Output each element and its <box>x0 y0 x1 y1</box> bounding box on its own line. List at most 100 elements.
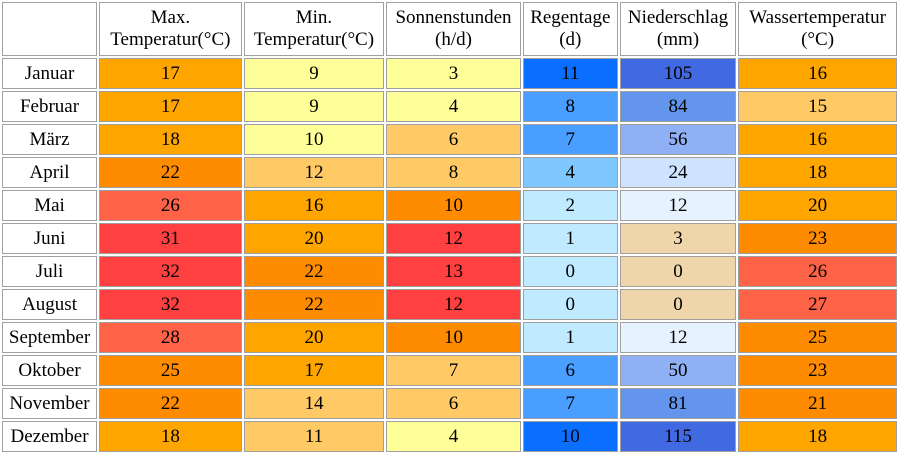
month-label: März <box>2 124 98 155</box>
month-label: Januar <box>2 58 98 89</box>
cell-tmin: 14 <box>243 388 385 419</box>
cell-tmax: 26 <box>99 190 242 221</box>
cell-sun: 7 <box>386 355 521 386</box>
cell-tmax: 18 <box>99 421 242 452</box>
cell-tmax: 17 <box>99 58 242 89</box>
cell-tmin: 22 <box>243 289 385 320</box>
cell-tmax: 22 <box>99 388 242 419</box>
header-rain-line2: (d) <box>559 29 582 50</box>
header-sun-line1: Sonnenstunden <box>395 7 512 28</box>
header-prec-line2: (mm) <box>656 29 700 50</box>
header-water: Wassertemperatur (°C) <box>738 2 897 56</box>
table-row: Juni 31 20 12 1 3 23 <box>2 223 897 254</box>
month-label: April <box>2 157 98 188</box>
cell-tmin: 12 <box>243 157 385 188</box>
month-label: Juli <box>2 256 98 287</box>
cell-water: 21 <box>738 388 897 419</box>
cell-prec: 24 <box>619 157 737 188</box>
cell-prec: 12 <box>619 190 737 221</box>
header-sun-line2: (h/d) <box>435 29 472 50</box>
cell-rain: 0 <box>522 289 618 320</box>
cell-sun: 3 <box>386 58 521 89</box>
cell-water: 23 <box>738 355 897 386</box>
cell-water: 18 <box>738 421 897 452</box>
header-tmax-line2: Temperatur(°C) <box>110 29 231 50</box>
cell-sun: 6 <box>386 388 521 419</box>
cell-water: 16 <box>738 58 897 89</box>
cell-rain: 0 <box>522 256 618 287</box>
cell-rain: 10 <box>522 421 618 452</box>
cell-water: 23 <box>738 223 897 254</box>
month-label: September <box>2 322 98 353</box>
cell-tmax: 18 <box>99 124 242 155</box>
cell-rain: 7 <box>522 124 618 155</box>
table-body: Januar 17 9 3 11 105 16 Februar 17 9 4 8 84 15 März 18 1… <box>2 58 897 452</box>
header-rain-line1: Regentage <box>530 7 611 28</box>
table-row: Februar 17 9 4 8 84 15 <box>2 91 897 122</box>
cell-tmin: 9 <box>243 91 385 122</box>
cell-water: 15 <box>738 91 897 122</box>
cell-tmax: 32 <box>99 289 242 320</box>
table-row: November 22 14 6 7 81 21 <box>2 388 897 419</box>
header-sun: Sonnenstunden (h/d) <box>386 2 521 56</box>
cell-tmax: 28 <box>99 322 242 353</box>
cell-prec: 56 <box>619 124 737 155</box>
cell-sun: 8 <box>386 157 521 188</box>
cell-sun: 12 <box>386 289 521 320</box>
table-row: April 22 12 8 4 24 18 <box>2 157 897 188</box>
cell-tmin: 17 <box>243 355 385 386</box>
cell-water: 20 <box>738 190 897 221</box>
header-prec-line1: Niederschlag <box>627 7 729 28</box>
header-water-line1: Wassertemperatur <box>749 7 886 28</box>
table-row: Oktober 25 17 7 6 50 23 <box>2 355 897 386</box>
month-label: Dezember <box>2 421 98 452</box>
cell-sun: 6 <box>386 124 521 155</box>
cell-rain: 4 <box>522 157 618 188</box>
cell-tmin: 22 <box>243 256 385 287</box>
cell-tmax: 17 <box>99 91 242 122</box>
cell-tmax: 32 <box>99 256 242 287</box>
header-water-line2: (°C) <box>801 29 835 50</box>
cell-prec: 115 <box>619 421 737 452</box>
cell-water: 16 <box>738 124 897 155</box>
cell-rain: 7 <box>522 388 618 419</box>
table-row: August 32 22 12 0 0 27 <box>2 289 897 320</box>
cell-water: 26 <box>738 256 897 287</box>
cell-prec: 3 <box>619 223 737 254</box>
cell-rain: 2 <box>522 190 618 221</box>
month-label: Mai <box>2 190 98 221</box>
month-label: August <box>2 289 98 320</box>
cell-sun: 10 <box>386 190 521 221</box>
cell-tmax: 25 <box>99 355 242 386</box>
cell-rain: 1 <box>522 322 618 353</box>
month-label: Juni <box>2 223 98 254</box>
header-tmax: Max. Temperatur(°C) <box>99 2 242 56</box>
header-tmin: Min. Temperatur(°C) <box>243 2 385 56</box>
cell-tmin: 10 <box>243 124 385 155</box>
header-tmin-line1: Min. <box>295 7 333 28</box>
header-row: Max. Temperatur(°C) Min. Temperatur(°C) … <box>2 2 897 56</box>
header-tmin-line2: Temperatur(°C) <box>253 29 375 50</box>
cell-prec: 12 <box>619 322 737 353</box>
header-corner <box>2 2 98 56</box>
cell-prec: 0 <box>619 289 737 320</box>
cell-tmin: 16 <box>243 190 385 221</box>
cell-sun: 10 <box>386 322 521 353</box>
cell-prec: 81 <box>619 388 737 419</box>
month-label: Februar <box>2 91 98 122</box>
cell-tmin: 20 <box>243 223 385 254</box>
header-tmax-line1: Max. <box>150 7 191 28</box>
table-row: Mai 26 16 10 2 12 20 <box>2 190 897 221</box>
header-prec: Niederschlag (mm) <box>619 2 737 56</box>
cell-prec: 105 <box>619 58 737 89</box>
cell-prec: 84 <box>619 91 737 122</box>
cell-sun: 12 <box>386 223 521 254</box>
table-row: September 28 20 10 1 12 25 <box>2 322 897 353</box>
cell-sun: 4 <box>386 91 521 122</box>
cell-sun: 4 <box>386 421 521 452</box>
cell-tmin: 11 <box>243 421 385 452</box>
cell-water: 18 <box>738 157 897 188</box>
cell-prec: 0 <box>619 256 737 287</box>
cell-rain: 1 <box>522 223 618 254</box>
